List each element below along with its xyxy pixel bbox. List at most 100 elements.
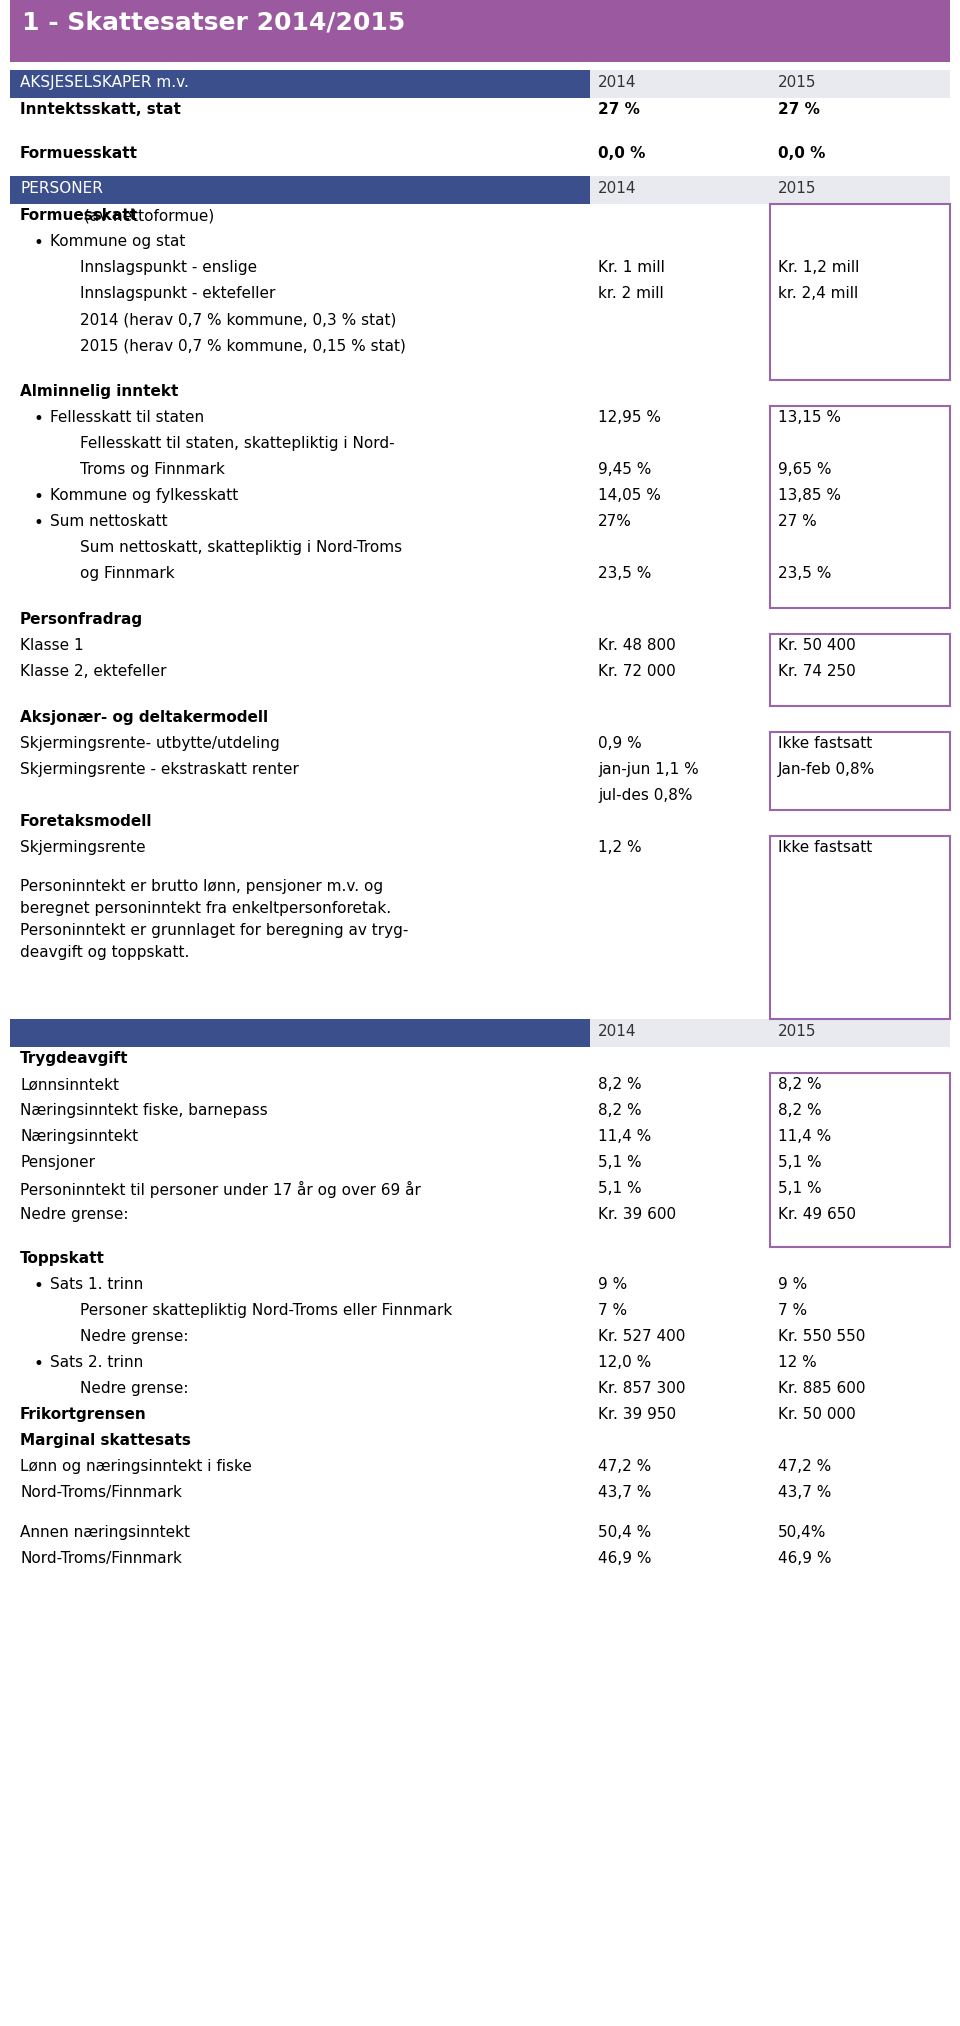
Text: Sum nettoskatt: Sum nettoskatt xyxy=(50,515,168,529)
Text: (av nettoformue): (av nettoformue) xyxy=(79,209,214,223)
Bar xyxy=(10,1019,590,1047)
Bar xyxy=(590,1019,950,1047)
Text: 2015: 2015 xyxy=(778,75,817,89)
Text: Kr. 74 250: Kr. 74 250 xyxy=(778,665,855,679)
Bar xyxy=(10,71,590,97)
Text: Troms og Finnmark: Troms og Finnmark xyxy=(80,462,225,476)
Text: 1,2 %: 1,2 % xyxy=(598,841,641,855)
Text: 11,4 %: 11,4 % xyxy=(598,1128,651,1145)
Bar xyxy=(590,71,950,97)
Text: •: • xyxy=(34,488,44,506)
Bar xyxy=(770,731,950,810)
Text: Ikke fastsatt: Ikke fastsatt xyxy=(778,841,873,855)
Bar xyxy=(770,405,950,608)
Text: Kr. 39 950: Kr. 39 950 xyxy=(598,1406,676,1422)
Text: Nord-Troms/Finnmark: Nord-Troms/Finnmark xyxy=(20,1485,181,1499)
Text: Pensjoner: Pensjoner xyxy=(20,1155,95,1169)
Text: Kr. 48 800: Kr. 48 800 xyxy=(598,638,676,652)
Text: Kr. 885 600: Kr. 885 600 xyxy=(778,1382,866,1396)
Text: Nedre grense:: Nedre grense: xyxy=(20,1207,129,1222)
Text: Kr. 50 400: Kr. 50 400 xyxy=(778,638,855,652)
Text: 12,0 %: 12,0 % xyxy=(598,1355,651,1370)
Text: Næringsinntekt: Næringsinntekt xyxy=(20,1128,138,1145)
Text: Kr. 39 600: Kr. 39 600 xyxy=(598,1207,676,1222)
Text: Kommune og stat: Kommune og stat xyxy=(50,233,185,249)
Text: •: • xyxy=(34,233,44,251)
Text: og Finnmark: og Finnmark xyxy=(80,565,175,581)
Text: Kr. 550 550: Kr. 550 550 xyxy=(778,1329,865,1343)
Bar xyxy=(770,1074,950,1246)
Text: Innslagspunkt - ektefeller: Innslagspunkt - ektefeller xyxy=(80,286,276,302)
Text: 8,2 %: 8,2 % xyxy=(778,1102,822,1118)
Text: 43,7 %: 43,7 % xyxy=(598,1485,652,1499)
Text: 2014: 2014 xyxy=(598,75,636,89)
Text: Nord-Troms/Finnmark: Nord-Troms/Finnmark xyxy=(20,1552,181,1566)
Text: Skjermingsrente - ekstraskatt renter: Skjermingsrente - ekstraskatt renter xyxy=(20,762,299,778)
Text: kr. 2 mill: kr. 2 mill xyxy=(598,286,663,302)
Text: Klasse 1: Klasse 1 xyxy=(20,638,84,652)
Text: 23,5 %: 23,5 % xyxy=(778,565,831,581)
Text: Skjermingsrente: Skjermingsrente xyxy=(20,841,146,855)
Text: 2014: 2014 xyxy=(598,1023,636,1039)
Text: Alminnelig inntekt: Alminnelig inntekt xyxy=(20,385,179,399)
Text: 2014 (herav 0,7 % kommune, 0,3 % stat): 2014 (herav 0,7 % kommune, 0,3 % stat) xyxy=(80,312,396,326)
Text: Skjermingsrente- utbytte/utdeling: Skjermingsrente- utbytte/utdeling xyxy=(20,735,279,752)
Text: 7 %: 7 % xyxy=(778,1303,807,1319)
Text: 27 %: 27 % xyxy=(778,515,817,529)
Text: 2015: 2015 xyxy=(778,1023,817,1039)
Bar xyxy=(590,176,950,205)
Text: Nedre grense:: Nedre grense: xyxy=(80,1329,188,1343)
Text: Innslagspunkt - enslige: Innslagspunkt - enslige xyxy=(80,259,257,276)
Text: Lønn og næringsinntekt i fiske: Lønn og næringsinntekt i fiske xyxy=(20,1459,252,1475)
Text: Kr. 1,2 mill: Kr. 1,2 mill xyxy=(778,259,859,276)
Text: •: • xyxy=(34,409,44,427)
Text: 27 %: 27 % xyxy=(598,101,640,118)
Text: 5,1 %: 5,1 % xyxy=(778,1155,822,1169)
Text: beregnet personinntekt fra enkeltpersonforetak.: beregnet personinntekt fra enkeltpersonf… xyxy=(20,902,391,916)
Text: Kr. 49 650: Kr. 49 650 xyxy=(778,1207,856,1222)
Text: Klasse 2, ektefeller: Klasse 2, ektefeller xyxy=(20,665,166,679)
Text: 8,2 %: 8,2 % xyxy=(598,1102,641,1118)
Text: Næringsinntekt fiske, barnepass: Næringsinntekt fiske, barnepass xyxy=(20,1102,268,1118)
Text: Fellesskatt til staten: Fellesskatt til staten xyxy=(50,409,204,425)
Text: Personinntekt er grunnlaget for beregning av tryg-: Personinntekt er grunnlaget for beregnin… xyxy=(20,924,408,938)
Text: 47,2 %: 47,2 % xyxy=(598,1459,651,1475)
Text: 12 %: 12 % xyxy=(778,1355,817,1370)
Text: Kr. 72 000: Kr. 72 000 xyxy=(598,665,676,679)
Text: 50,4%: 50,4% xyxy=(778,1526,827,1540)
Text: Kr. 50 000: Kr. 50 000 xyxy=(778,1406,855,1422)
Text: 2014: 2014 xyxy=(598,180,636,197)
Text: Foretaksmodell: Foretaksmodell xyxy=(20,814,153,829)
Text: Sats 1. trinn: Sats 1. trinn xyxy=(50,1276,143,1293)
Bar xyxy=(10,0,910,63)
Text: Sum nettoskatt, skattepliktig i Nord-Troms: Sum nettoskatt, skattepliktig i Nord-Tro… xyxy=(80,541,402,555)
Text: 11,4 %: 11,4 % xyxy=(778,1128,831,1145)
Text: 23,5 %: 23,5 % xyxy=(598,565,652,581)
Text: •: • xyxy=(34,1276,44,1295)
Text: 46,9 %: 46,9 % xyxy=(598,1552,652,1566)
Text: 47,2 %: 47,2 % xyxy=(778,1459,831,1475)
Text: Nedre grense:: Nedre grense: xyxy=(80,1382,188,1396)
Text: Annen næringsinntekt: Annen næringsinntekt xyxy=(20,1526,190,1540)
Text: •: • xyxy=(34,515,44,533)
Text: deavgift og toppskatt.: deavgift og toppskatt. xyxy=(20,944,189,960)
Text: Personer skattepliktig Nord-Troms eller Finnmark: Personer skattepliktig Nord-Troms eller … xyxy=(80,1303,452,1319)
Text: Ikke fastsatt: Ikke fastsatt xyxy=(778,735,873,752)
Text: Aksjonær- og deltakermodell: Aksjonær- og deltakermodell xyxy=(20,709,268,725)
Bar xyxy=(10,176,590,205)
Text: Personinntekt til personer under 17 år og over 69 år: Personinntekt til personer under 17 år o… xyxy=(20,1181,420,1197)
Text: Sats 2. trinn: Sats 2. trinn xyxy=(50,1355,143,1370)
Text: 2015 (herav 0,7 % kommune, 0,15 % stat): 2015 (herav 0,7 % kommune, 0,15 % stat) xyxy=(80,338,406,353)
Text: 0,0 %: 0,0 % xyxy=(778,146,826,160)
Text: jul-des 0,8%: jul-des 0,8% xyxy=(598,788,692,802)
Text: 46,9 %: 46,9 % xyxy=(778,1552,831,1566)
Text: jan-jun 1,1 %: jan-jun 1,1 % xyxy=(598,762,699,778)
Text: 2015: 2015 xyxy=(778,180,817,197)
Text: 1 - Skattesatser 2014/2015: 1 - Skattesatser 2014/2015 xyxy=(22,10,405,34)
Text: 0,0 %: 0,0 % xyxy=(598,146,645,160)
Text: 50,4 %: 50,4 % xyxy=(598,1526,651,1540)
Text: Frikortgrensen: Frikortgrensen xyxy=(20,1406,147,1422)
Text: 43,7 %: 43,7 % xyxy=(778,1485,831,1499)
Text: 8,2 %: 8,2 % xyxy=(598,1078,641,1092)
Text: Toppskatt: Toppskatt xyxy=(20,1250,105,1266)
